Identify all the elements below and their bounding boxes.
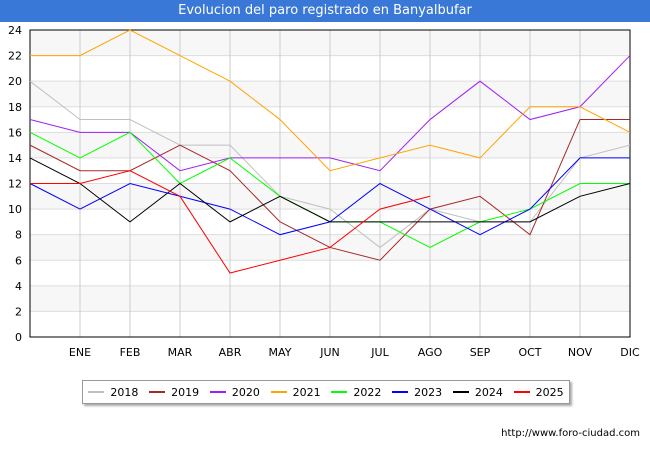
legend-label: 2023 <box>414 385 443 399</box>
x-tick-label: ENE <box>69 346 91 359</box>
y-tick-label: 4 <box>15 280 22 293</box>
y-tick-label: 2 <box>15 305 22 318</box>
y-tick-label: 0 <box>15 331 22 344</box>
legend-label: 2019 <box>171 385 200 399</box>
legend-swatch <box>270 391 287 393</box>
x-tick-label: JUL <box>370 346 389 359</box>
x-tick-label: MAR <box>168 346 193 359</box>
y-tick-label: 20 <box>8 75 22 88</box>
legend-swatch <box>149 391 166 393</box>
y-tick-label: 10 <box>8 203 22 216</box>
series-line-2024 <box>29 157 631 223</box>
legend-item-2021: 2021 <box>270 385 321 399</box>
x-tick-label: MAY <box>269 346 292 359</box>
y-tick-label: 6 <box>15 254 22 267</box>
x-tick-label: OCT <box>518 346 541 359</box>
legend-swatch <box>88 391 105 393</box>
legend-swatch <box>331 391 348 393</box>
y-tick-label: 8 <box>15 229 22 242</box>
legend-item-2023: 2023 <box>392 386 442 399</box>
legend-item-2025: 2025 <box>513 385 564 399</box>
legend-item-2018: 2018 <box>88 386 138 399</box>
y-tick-label: 12 <box>8 178 22 191</box>
legend-swatch <box>392 391 409 393</box>
x-tick-label: ABR <box>219 346 242 359</box>
legend-label: 2025 <box>535 385 564 399</box>
legend-item-2022: 2022 <box>331 386 381 399</box>
x-tick-label: FEB <box>120 346 141 359</box>
legend-item-2020: 2020 <box>209 385 260 399</box>
series-line-2025 <box>30 170 431 274</box>
source-url[interactable]: http://www.foro-ciudad.com <box>501 428 640 439</box>
legend-label: 2018 <box>110 385 139 399</box>
legend: 2018 2019 2020 2021 2022 2023 2024 2025 <box>82 380 570 404</box>
y-tick-label: 24 <box>8 24 22 37</box>
series-line-2021 <box>30 29 631 172</box>
legend-swatch <box>209 391 226 393</box>
legend-label: 2022 <box>353 385 382 399</box>
y-tick-label: 22 <box>8 50 22 63</box>
y-tick-label: 14 <box>8 152 22 165</box>
legend-label: 2021 <box>292 385 321 399</box>
x-tick-label: NOV <box>568 346 593 359</box>
y-tick-label: 18 <box>8 101 22 114</box>
legend-swatch <box>513 391 530 393</box>
chart-title: Evolucion del paro registrado en Banyalb… <box>0 0 650 22</box>
legend-label: 2020 <box>231 385 260 399</box>
legend-item-2024: 2024 <box>452 385 503 399</box>
legend-item-2019: 2019 <box>149 386 199 399</box>
legend-swatch <box>452 391 469 393</box>
x-tick-label: SEP <box>470 346 491 359</box>
x-tick-label: JUN <box>319 346 340 359</box>
x-tick-label: AGO <box>418 346 443 359</box>
x-tick-label: DIC <box>620 346 640 359</box>
y-tick-label: 16 <box>8 126 22 139</box>
legend-label: 2024 <box>474 385 503 399</box>
